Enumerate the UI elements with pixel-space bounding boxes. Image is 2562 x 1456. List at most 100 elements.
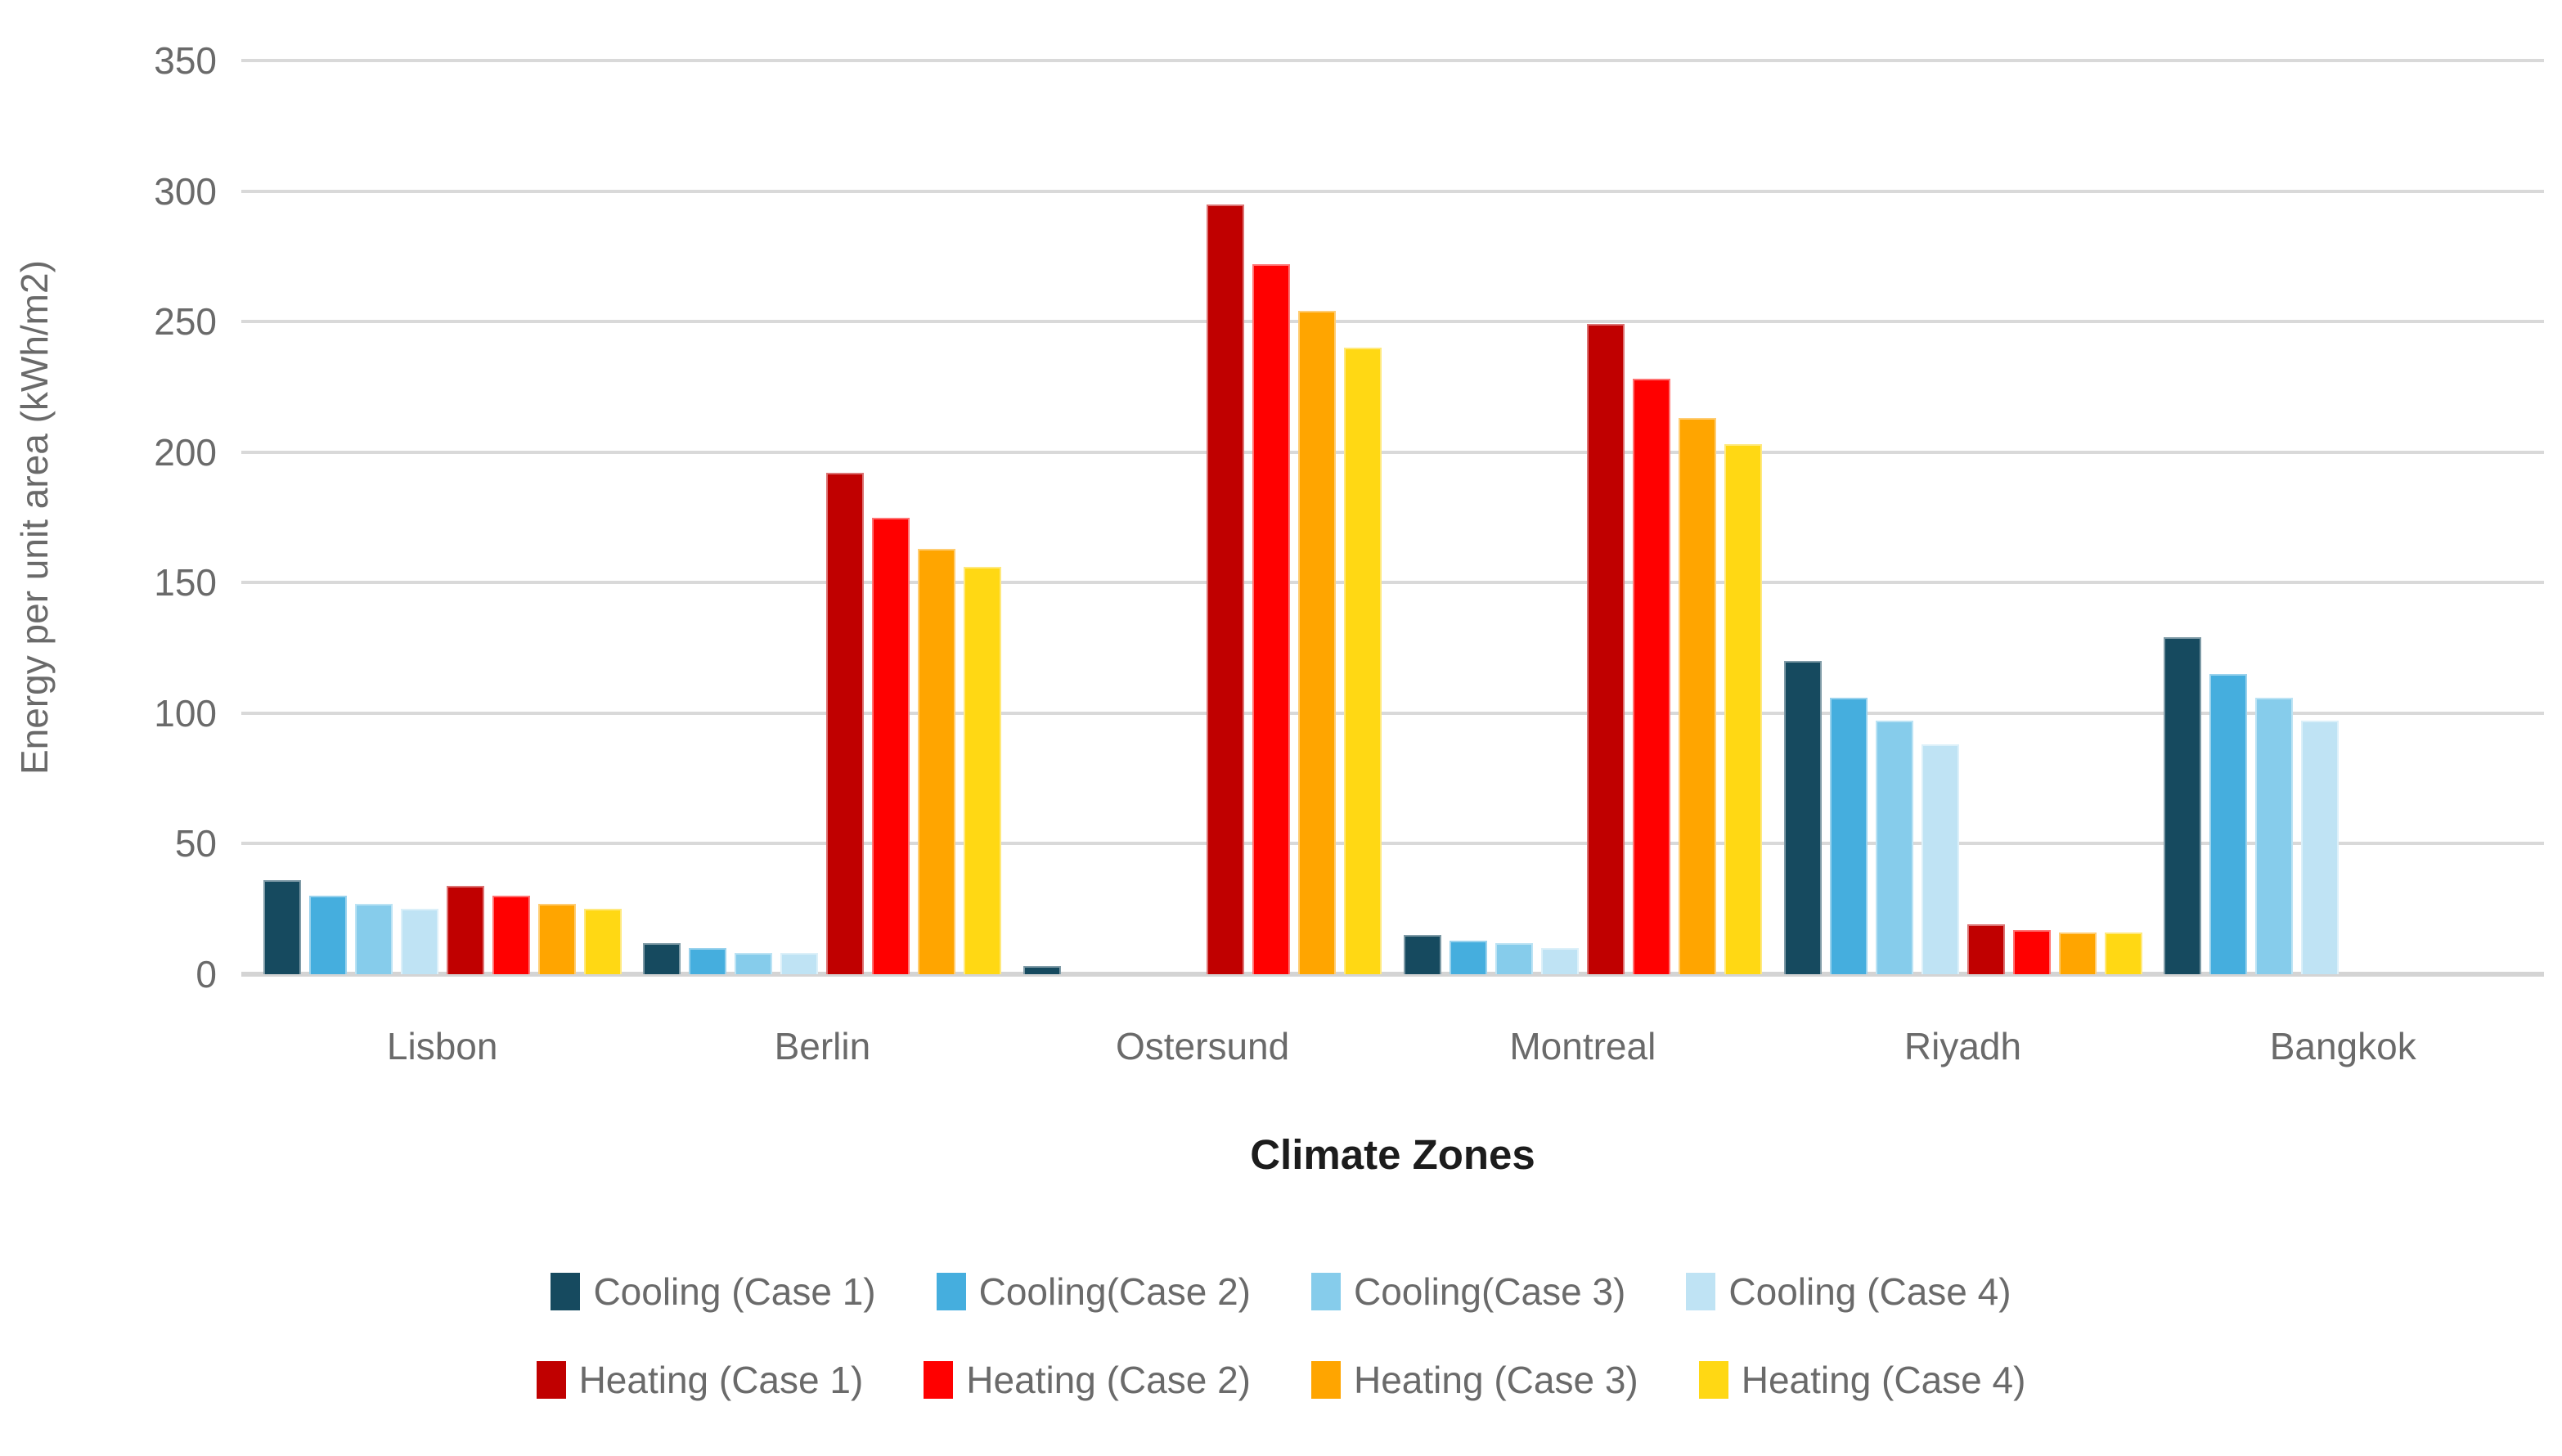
bar-montreal-heating-case-1 [1586,324,1625,974]
legend-row-2: Heating (Case 1) Heating (Case 2) Heating … [536,1358,2026,1402]
bar-berlin-heating-case-4 [964,567,1002,974]
bar-lisbon-cooling-case-3 [354,903,393,974]
legend-item-heating-case-4: Heating (Case 4) [1698,1358,2026,1402]
bar-riyadh-cooling-case-3 [1875,721,1913,974]
gridline-0 [241,972,2544,977]
y-tick-label-300: 300 [154,169,217,213]
bar-group-bangkok [2164,61,2522,974]
y-tick-label-50: 50 [174,822,217,865]
legend-item-cooling-case-4: Cooling (Case 4) [1686,1270,2011,1314]
bar-riyadh-heating-case-3 [2058,932,2097,974]
bar-montreal-heating-case-2 [1632,379,1670,974]
bar-bangkok-cooling-case-2 [2209,674,2248,974]
bar-bangkok-cooling-case-3 [2255,697,2294,974]
bar-bangkok-cooling-case-4 [2301,721,2340,974]
legend-item-heating-case-2: Heating (Case 2) [924,1358,1251,1402]
gridline-250 [241,320,2544,324]
x-axis-title: Climate Zones [1250,1131,1535,1178]
bar-montreal-cooling-case-4 [1540,948,1579,974]
bar-group-lisbon [263,61,622,974]
bar-ostersund-heating-case-3 [1298,311,1337,974]
bar-berlin-heating-case-3 [918,548,956,974]
bar-berlin-heating-case-1 [826,473,865,974]
legend-swatch-icon [551,1273,581,1310]
bar-ostersund-heating-case-4 [1344,348,1382,974]
bar-riyadh-heating-case-1 [1966,924,2005,974]
bar-group-riyadh [1783,61,2142,974]
bar-berlin-heating-case-2 [872,517,910,974]
y-tick-label-0: 0 [196,953,217,995]
legend-swatch-icon [936,1273,966,1310]
legend-item-cooling-case-1: Cooling (Case 1) [551,1270,876,1314]
bar-berlin-cooling-case-3 [735,953,773,974]
bar-berlin-cooling-case-1 [643,942,681,974]
y-tick-label-150: 150 [154,561,217,604]
legend-label: Cooling (Case 4) [1728,1270,2011,1313]
bar-berlin-cooling-case-4 [780,953,819,974]
legend-swatch-icon [536,1361,566,1399]
bar-group-montreal [1403,61,1762,974]
legend-swatch-icon [1698,1361,1728,1399]
x-category-label-riyadh: Riyadh [1904,1025,2022,1067]
legend-label: Heating (Case 3) [1354,1359,1638,1401]
legend-swatch-icon [924,1361,954,1399]
legend: Cooling (Case 1) Cooling(Case 2) Cooling(C… [0,1270,2562,1402]
bar-riyadh-cooling-case-2 [1829,697,1868,974]
bar-montreal-heating-case-4 [1724,444,1762,974]
bar-montreal-cooling-case-1 [1403,935,1441,974]
legend-item-heating-case-1: Heating (Case 1) [536,1358,864,1402]
x-category-label-montreal: Montreal [1509,1025,1656,1067]
gridline-50 [241,842,2544,846]
y-tick-label-200: 200 [154,430,217,474]
gridline-350 [241,59,2544,62]
x-category-label-bangkok: Bangkok [2269,1025,2416,1067]
y-tick-label-250: 250 [154,300,217,344]
x-category-label-berlin: Berlin [774,1025,871,1067]
gridline-100 [241,711,2544,715]
gridline-200 [241,450,2544,454]
bar-lisbon-heating-case-2 [492,896,530,974]
legend-item-heating-case-3: Heating (Case 3) [1311,1358,1638,1402]
bar-bangkok-cooling-case-1 [2164,637,2202,974]
bar-group-ostersund [1023,61,1382,974]
bar-lisbon-heating-case-4 [583,909,622,974]
bar-montreal-heating-case-3 [1678,418,1716,974]
x-category-label-ostersund: Ostersund [1116,1025,1290,1067]
legend-label: Heating (Case 2) [966,1359,1251,1401]
bar-montreal-cooling-case-2 [1449,940,1487,974]
legend-label: Cooling (Case 1) [593,1270,876,1313]
legend-item-cooling-case-3: Cooling(Case 3) [1311,1270,1625,1314]
y-tick-label-100: 100 [154,691,217,735]
bar-riyadh-cooling-case-1 [1783,661,1822,974]
gridline-150 [241,581,2544,585]
bar-groups [241,61,2544,974]
legend-item-cooling-case-2: Cooling(Case 2) [936,1270,1251,1314]
bar-riyadh-heating-case-4 [2104,932,2142,974]
gridline-300 [241,189,2544,193]
bar-lisbon-cooling-case-2 [308,896,347,974]
bar-montreal-cooling-case-3 [1494,942,1533,974]
bar-lisbon-cooling-case-1 [263,880,301,974]
bar-riyadh-cooling-case-4 [1921,744,1959,974]
legend-label: Cooling(Case 3) [1354,1270,1626,1313]
legend-label: Cooling(Case 2) [978,1270,1251,1313]
legend-swatch-icon [1311,1273,1341,1310]
bar-berlin-cooling-case-2 [689,948,727,974]
bar-group-berlin [643,61,1002,974]
legend-row-1: Cooling (Case 1) Cooling(Case 2) Cooling(C… [551,1270,2011,1314]
bar-lisbon-heating-case-3 [537,903,576,974]
bar-ostersund-heating-case-2 [1252,263,1291,974]
x-category-labels: Lisbon Berlin Ostersund Montreal Riyadh Bangk… [241,1024,2544,1068]
legend-label: Heating (Case 4) [1741,1359,2026,1401]
plot-area [241,59,2544,977]
bar-ostersund-cooling-case-1 [1023,966,1062,974]
bar-lisbon-cooling-case-4 [400,909,438,974]
legend-label: Heating (Case 1) [578,1359,864,1401]
bar-ostersund-heating-case-1 [1207,204,1245,974]
y-tick-label-350: 350 [154,39,217,82]
x-category-label-lisbon: Lisbon [386,1025,498,1067]
bar-riyadh-heating-case-2 [2012,929,2051,974]
legend-swatch-icon [1311,1361,1341,1399]
bar-lisbon-heating-case-1 [446,885,484,974]
